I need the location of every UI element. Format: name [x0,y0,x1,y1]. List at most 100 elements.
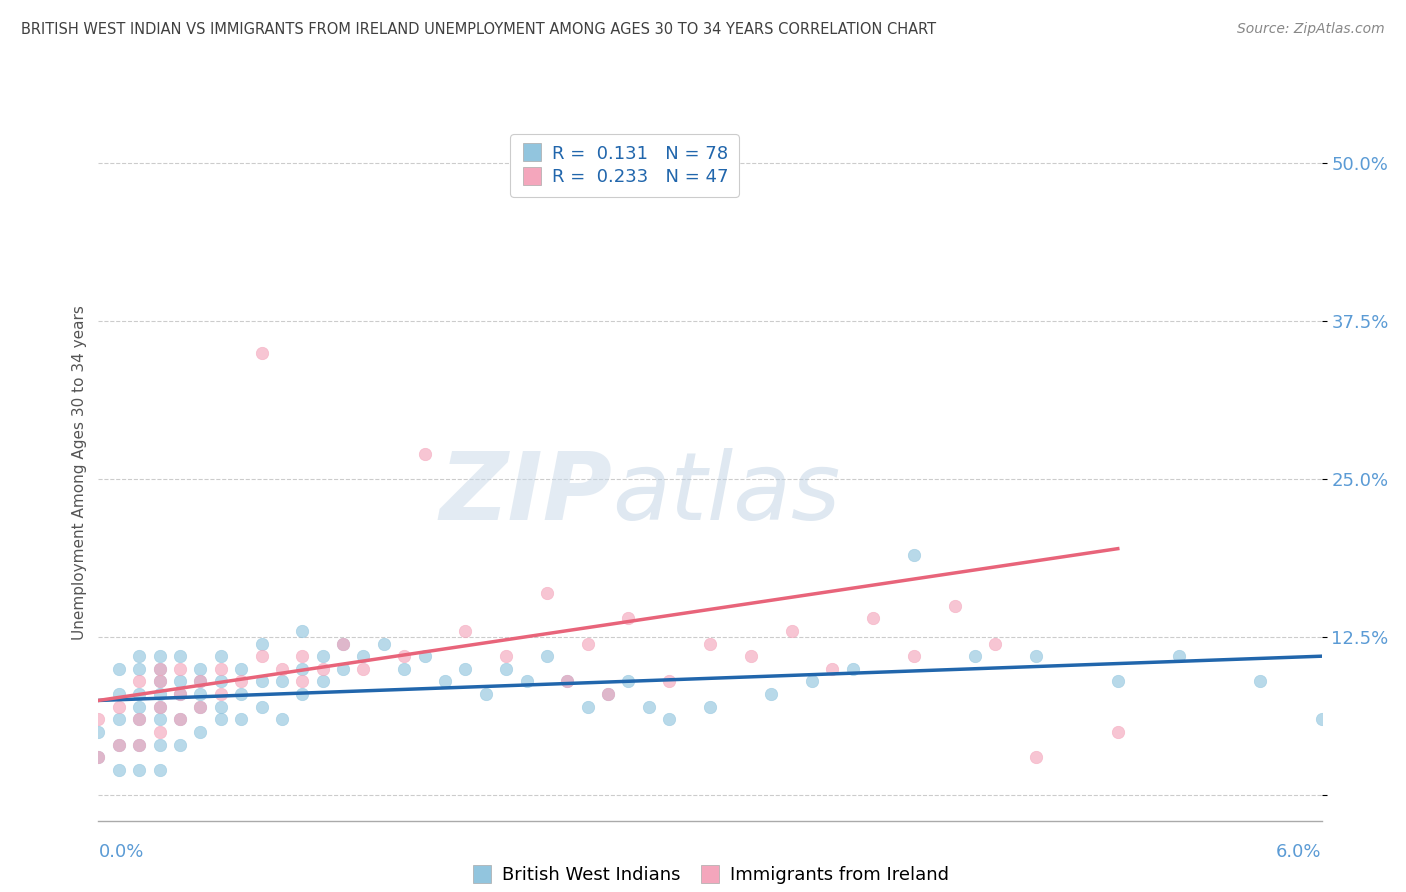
Point [149,738,172,752]
Point [291,662,314,676]
Point [87,713,110,727]
Point [169,674,191,689]
Point [740,649,762,664]
Point [149,649,172,664]
Point [87,750,110,764]
Point [149,674,172,689]
Point [761,687,783,701]
Point [108,662,131,676]
Point [108,763,131,777]
Point [801,674,824,689]
Point [536,649,558,664]
Point [637,699,661,714]
Point [270,662,292,676]
Point [598,687,620,701]
Point [149,674,172,689]
Point [128,763,150,777]
Point [270,674,292,689]
Point [108,738,131,752]
Point [576,636,599,650]
Point [474,687,498,701]
Point [598,687,620,701]
Point [699,699,721,714]
Point [392,662,416,676]
Text: ZIP: ZIP [439,448,612,540]
Point [128,738,150,752]
Point [841,662,863,676]
Point [108,738,131,752]
Point [149,763,172,777]
Point [149,662,172,676]
Point [332,636,354,650]
Point [270,713,292,727]
Point [1025,750,1047,764]
Text: 6.0%: 6.0% [1277,843,1322,861]
Point [1107,674,1129,689]
Point [169,662,191,676]
Point [108,713,131,727]
Point [128,687,150,701]
Point [149,699,172,714]
Point [903,548,925,562]
Point [454,662,477,676]
Point [984,636,1007,650]
Point [108,699,131,714]
Point [188,725,212,739]
Point [1107,725,1129,739]
Point [209,699,232,714]
Point [209,674,232,689]
Point [963,649,986,664]
Point [1167,649,1189,664]
Point [209,713,232,727]
Point [209,687,232,701]
Text: BRITISH WEST INDIAN VS IMMIGRANTS FROM IRELAND UNEMPLOYMENT AMONG AGES 30 TO 34 : BRITISH WEST INDIAN VS IMMIGRANTS FROM I… [21,22,936,37]
Point [128,649,150,664]
Point [392,649,416,664]
Point [149,699,172,714]
Point [128,674,150,689]
Point [352,649,374,664]
Point [188,687,212,701]
Point [128,662,150,676]
Point [291,649,314,664]
Point [555,674,579,689]
Point [699,636,721,650]
Point [188,699,212,714]
Point [332,636,354,650]
Point [188,674,212,689]
Point [433,674,456,689]
Point [149,725,172,739]
Point [128,713,150,727]
Point [311,649,335,664]
Point [209,649,232,664]
Point [87,725,110,739]
Point [291,674,314,689]
Point [250,649,273,664]
Point [311,674,335,689]
Point [108,687,131,701]
Point [352,662,374,676]
Point [413,447,436,461]
Point [87,750,110,764]
Point [231,674,253,689]
Point [188,662,212,676]
Point [250,636,273,650]
Point [169,713,191,727]
Text: Source: ZipAtlas.com: Source: ZipAtlas.com [1237,22,1385,37]
Point [250,699,273,714]
Point [576,699,599,714]
Point [291,624,314,638]
Point [291,687,314,701]
Point [617,611,640,625]
Point [862,611,884,625]
Point [1249,674,1271,689]
Text: 0.0%: 0.0% [98,843,143,861]
Point [128,713,150,727]
Point [373,636,395,650]
Point [128,699,150,714]
Point [536,586,558,600]
Point [169,713,191,727]
Point [658,713,681,727]
Point [149,687,172,701]
Point [1025,649,1047,664]
